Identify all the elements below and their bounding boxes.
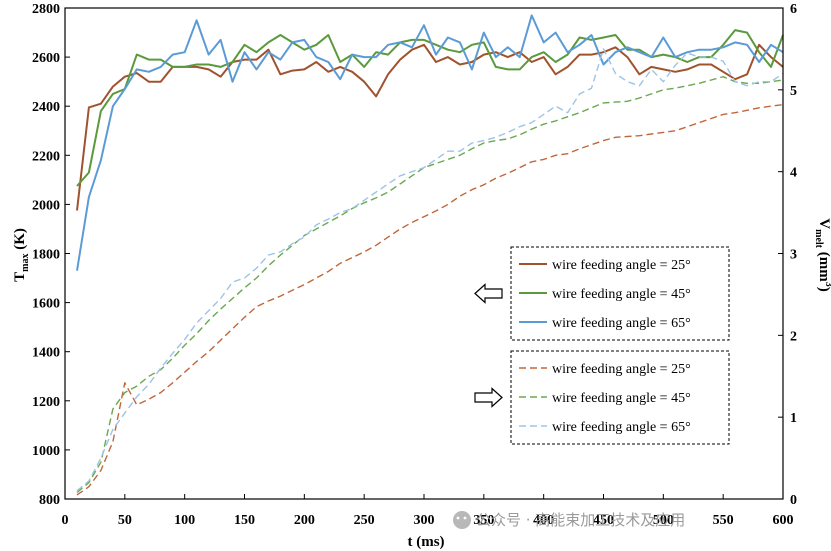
y-right-tick-label: 5 bbox=[790, 84, 797, 99]
legend-label: wire feeding angle = 65° bbox=[552, 420, 691, 435]
x-tick-label: 550 bbox=[713, 513, 734, 528]
ticks-layer: 0 50 100 150 200 250 300 350 400 450 500 550 6008001… bbox=[32, 2, 797, 528]
y-right-tick-label: 4 bbox=[790, 166, 797, 181]
legend-label: wire feeding angle = 65° bbox=[552, 316, 691, 331]
series-line-5 bbox=[76, 75, 784, 494]
y-left-tick-label: 2400 bbox=[32, 100, 60, 115]
x-tick-label: 100 bbox=[174, 513, 195, 528]
wechat-icon bbox=[453, 511, 471, 529]
y-right-tick-label: 6 bbox=[790, 2, 797, 17]
watermark: 公众号 · 高能束加工技术及应用 bbox=[453, 511, 685, 529]
y-left-axis-title: Tmax (K) bbox=[12, 228, 31, 282]
y-left-tick-label: 1200 bbox=[32, 395, 60, 410]
x-tick-label: 600 bbox=[773, 513, 794, 528]
x-tick-label: 300 bbox=[414, 513, 435, 528]
arrow-left-icon bbox=[474, 283, 503, 304]
y-left-tick-label: 2200 bbox=[32, 149, 60, 164]
series-line-3 bbox=[76, 14, 784, 271]
x-axis-title: t (ms) bbox=[407, 534, 444, 550]
x-tick-label: 50 bbox=[118, 513, 132, 528]
y-right-tick-label: 1 bbox=[790, 411, 797, 426]
legend-box-2 bbox=[510, 350, 730, 445]
legend-label: wire feeding angle = 25° bbox=[552, 258, 691, 273]
legend-layer: wire feeding angle = 25° wire feeding ang… bbox=[474, 246, 730, 445]
y-left-tick-label: 1000 bbox=[32, 444, 60, 459]
x-tick-label: 450 bbox=[593, 513, 614, 528]
y-right-tick-label: 0 bbox=[790, 493, 797, 508]
plot-lines bbox=[76, 14, 784, 496]
legend-label: wire feeding angle = 45° bbox=[552, 287, 691, 302]
x-tick-label: 200 bbox=[294, 513, 315, 528]
x-tick-label: 350 bbox=[473, 513, 494, 528]
series-line-1 bbox=[76, 43, 784, 211]
y-left-tick-label: 1400 bbox=[32, 346, 60, 361]
y-right-axis-title: Vmelt (mm3) bbox=[813, 218, 831, 291]
x-tick-label: 150 bbox=[234, 513, 255, 528]
x-tick-label: 250 bbox=[354, 513, 375, 528]
y-left-tick-label: 2800 bbox=[32, 2, 60, 17]
x-tick-label: 0 bbox=[62, 513, 69, 528]
legend-box-1 bbox=[510, 246, 730, 341]
legend-label: wire feeding angle = 45° bbox=[552, 391, 691, 406]
legend-label: wire feeding angle = 25° bbox=[552, 362, 691, 377]
y-right-tick-label: 2 bbox=[790, 329, 797, 344]
y-left-tick-label: 1800 bbox=[32, 248, 60, 263]
x-tick-label: 500 bbox=[653, 513, 674, 528]
y-left-tick-label: 2000 bbox=[32, 198, 60, 213]
y-right-tick-label: 3 bbox=[790, 248, 797, 263]
series-line-4 bbox=[76, 103, 784, 496]
y-left-tick-label: 800 bbox=[39, 493, 60, 508]
x-tick-label: 400 bbox=[533, 513, 554, 528]
y-left-tick-label: 2600 bbox=[32, 51, 60, 66]
series-line-6 bbox=[76, 48, 784, 492]
watermark-text: 公众号 · 高能束加工技术及应用 bbox=[476, 511, 685, 529]
arrow-right-icon bbox=[474, 387, 503, 408]
y-left-tick-label: 1600 bbox=[32, 297, 60, 312]
